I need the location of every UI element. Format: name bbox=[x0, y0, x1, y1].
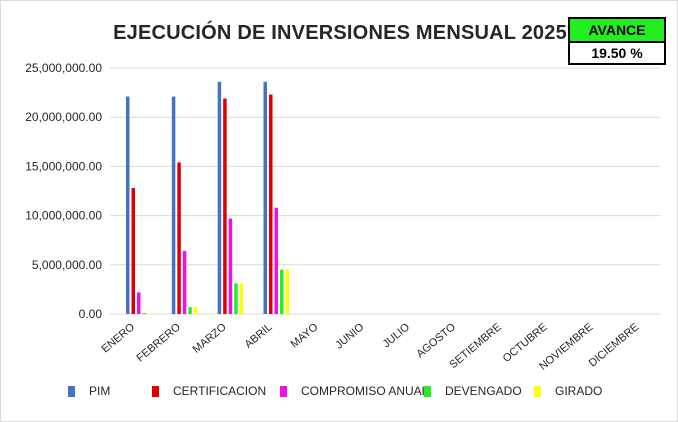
x-tick-label: ENERO bbox=[99, 321, 137, 356]
x-tick-label: MAYO bbox=[289, 321, 321, 351]
chart-plot: 0.00 5,000,000.00 10,000,000.00 15,000,000.… bbox=[25, 61, 660, 373]
y-tick-label: 20,000,000.00 bbox=[25, 110, 102, 124]
bar bbox=[223, 98, 227, 314]
x-tick-label: JUNIO bbox=[333, 321, 366, 352]
legend-item: CERTIFICACION bbox=[152, 384, 266, 398]
y-tick-label: 15,000,000.00 bbox=[25, 159, 102, 173]
bar bbox=[234, 283, 238, 314]
bar bbox=[137, 292, 141, 314]
avance-box: AVANCE 19.50 % bbox=[568, 17, 666, 65]
bar bbox=[217, 81, 222, 314]
legend-swatch bbox=[424, 385, 431, 397]
chart-legend: PIM CERTIFICACION COMPROMISO ANUAL DEVENGAD… bbox=[60, 384, 660, 402]
y-tick-label: 5,000,000.00 bbox=[32, 258, 102, 272]
legend-label: GIRADO bbox=[555, 384, 603, 398]
x-tick-label: JULIO bbox=[381, 321, 413, 351]
bar bbox=[177, 162, 181, 314]
avance-label: AVANCE bbox=[570, 19, 664, 43]
legend-label: DEVENGADO bbox=[445, 384, 522, 398]
bar bbox=[182, 251, 187, 314]
legend-item: DEVENGADO bbox=[424, 384, 522, 398]
bar bbox=[280, 269, 284, 314]
legend-swatch bbox=[534, 385, 541, 397]
bar bbox=[193, 307, 198, 314]
x-tick-label: DICIEMBRE bbox=[587, 321, 642, 369]
legend-item: COMPROMISO ANUAL bbox=[280, 384, 428, 398]
bar bbox=[239, 283, 244, 314]
y-tick-label: 25,000,000.00 bbox=[25, 61, 102, 75]
y-tick-label: 10,000,000.00 bbox=[25, 209, 102, 223]
avance-value: 19.50 % bbox=[591, 45, 643, 61]
chart-title: EJECUCIÓN DE INVERSIONES MENSUAL 2025 bbox=[113, 22, 567, 44]
bar bbox=[269, 94, 273, 315]
x-tick-label: ABRIL bbox=[243, 321, 275, 351]
legend-label: CERTIFICACION bbox=[173, 384, 267, 398]
legend-label: PIM bbox=[89, 384, 111, 398]
bar bbox=[142, 313, 146, 314]
x-tick-label: MARZO bbox=[191, 321, 229, 356]
legend-label: COMPROMISO ANUAL bbox=[301, 384, 429, 398]
bar bbox=[285, 269, 289, 314]
bar bbox=[228, 218, 233, 314]
bar bbox=[263, 81, 267, 314]
x-tick-label: AGOSTO bbox=[414, 321, 458, 361]
bar bbox=[188, 307, 192, 314]
bar bbox=[131, 188, 135, 314]
bar bbox=[274, 207, 278, 314]
bar bbox=[126, 96, 130, 314]
bar bbox=[171, 96, 176, 314]
y-tick-label: 0.00 bbox=[79, 307, 103, 321]
legend-item: GIRADO bbox=[534, 384, 602, 398]
legend-swatch bbox=[68, 385, 75, 397]
legend-swatch bbox=[280, 385, 287, 397]
x-tick-label: FEBRERO bbox=[135, 321, 184, 365]
legend-swatch bbox=[152, 385, 159, 397]
legend-item: PIM bbox=[68, 384, 110, 398]
